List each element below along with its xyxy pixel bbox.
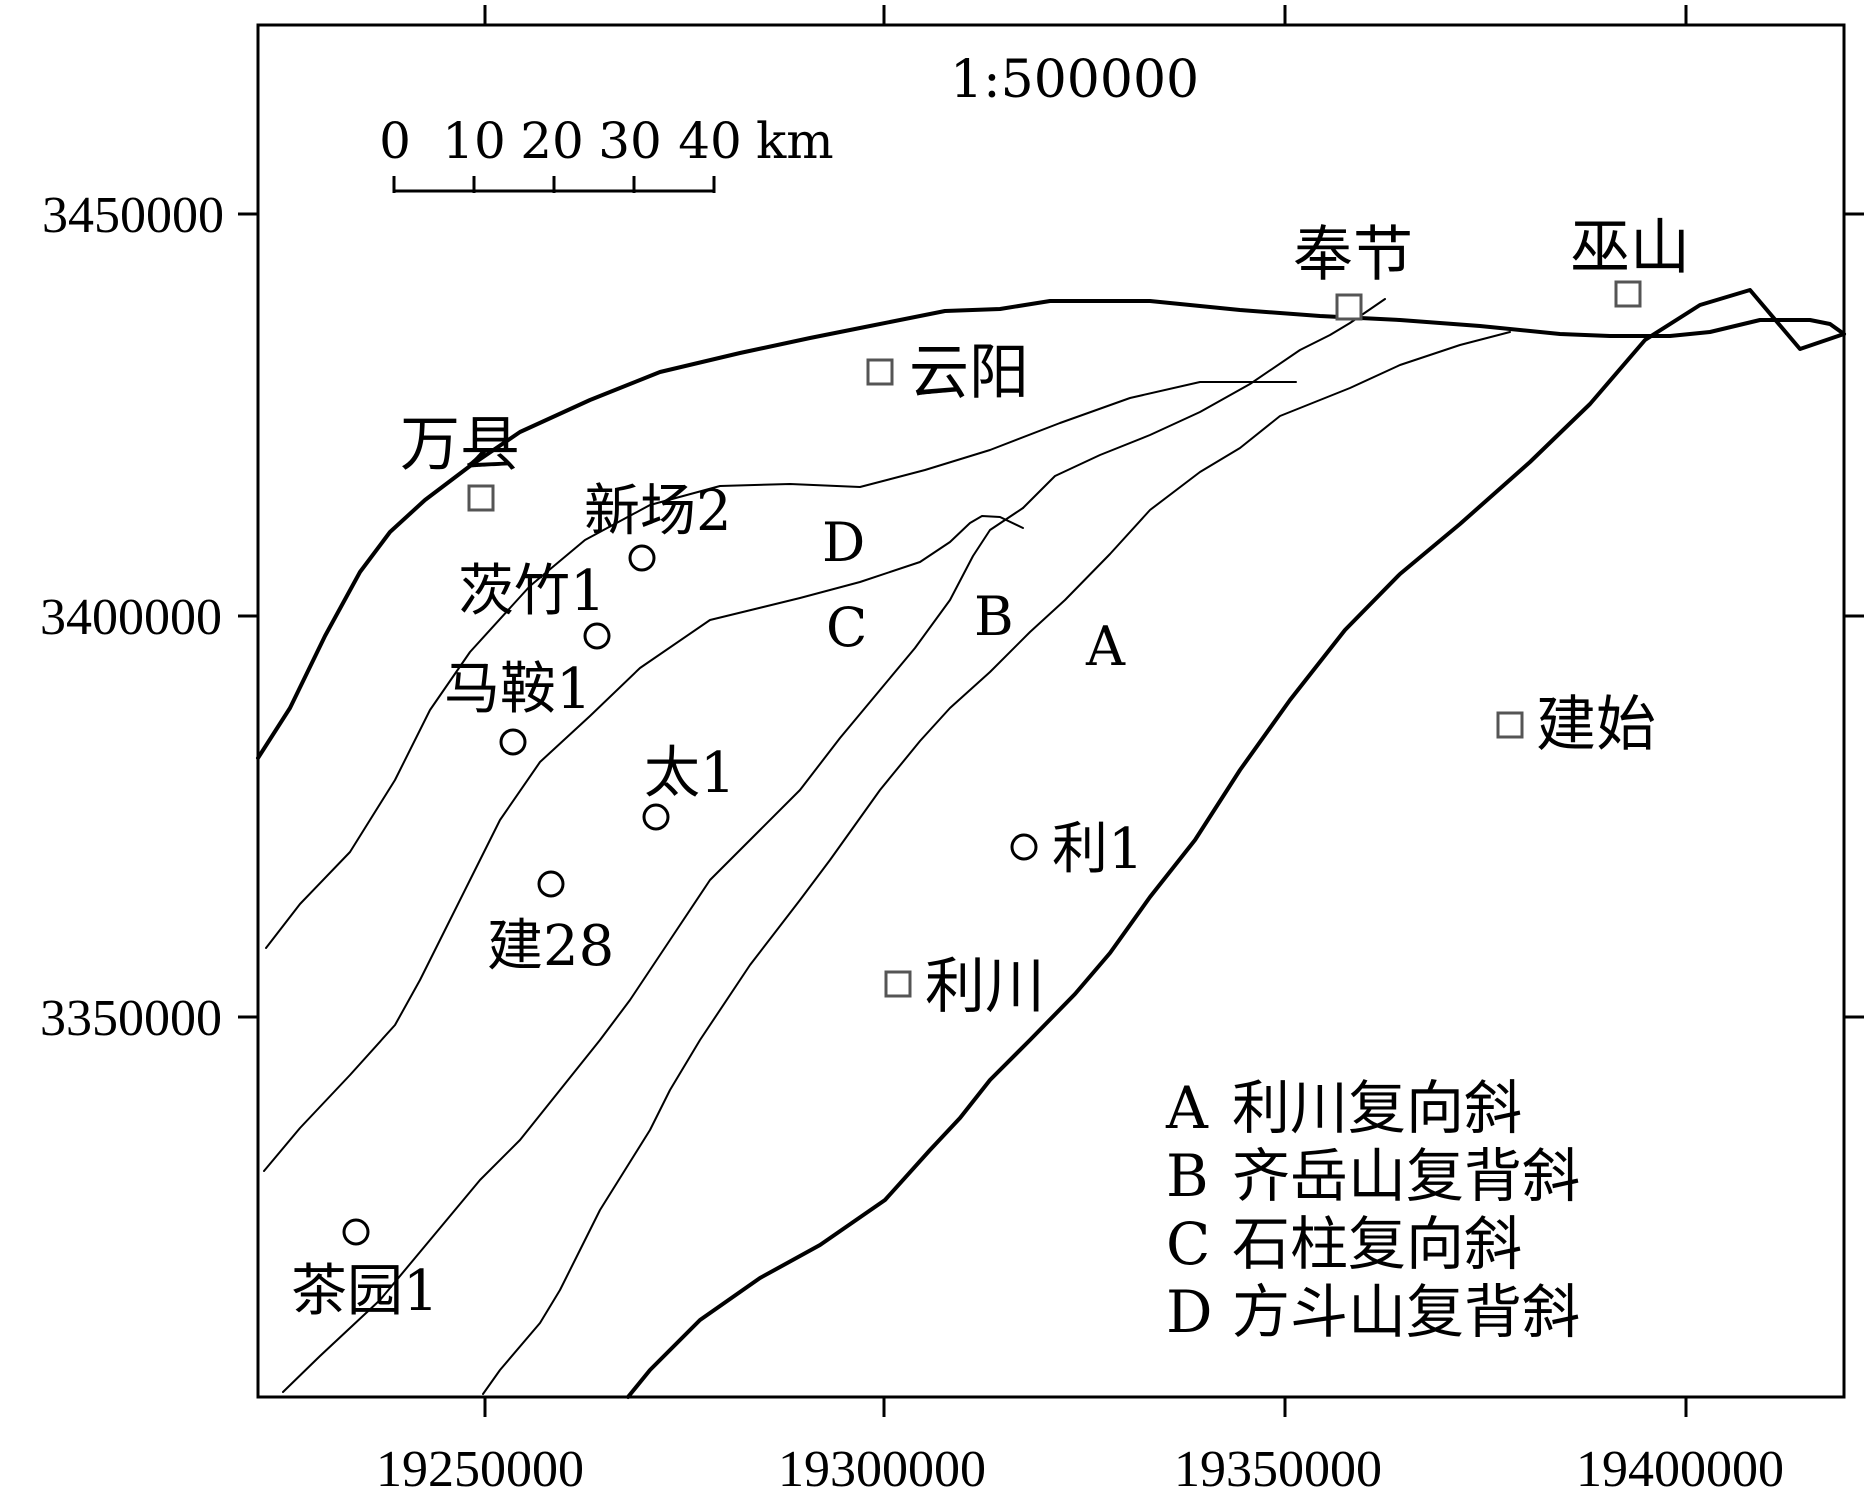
well-markers <box>342 544 1038 1246</box>
well-label-tai1: 太1 <box>644 741 736 806</box>
legend-text: 石柱复向斜 <box>1232 1210 1522 1278</box>
town-marker-wanxian <box>467 484 495 512</box>
scale-bar-label: 40 <box>678 112 742 170</box>
y-axis-labels: 3450000 3400000 3350000 <box>40 187 224 1047</box>
well-marker-tai1 <box>642 803 670 831</box>
northwest-boundary <box>256 299 1846 760</box>
structure-line-ba <box>482 331 1511 1395</box>
town-labels: 奉节 巫山 云阳 万县 建始 利川 <box>400 213 1690 1022</box>
scale-bar: 0 10 20 30 40 km <box>379 112 834 193</box>
y-tick-label: 3350000 <box>40 990 222 1047</box>
x-tick-label: 19400000 <box>1576 1441 1784 1498</box>
legend-item: B 齐岳山复背斜 <box>1166 1142 1580 1210</box>
map-frame <box>256 23 1846 1399</box>
x-axis-labels: 19250000 19300000 19350000 19400000 <box>376 1441 1784 1498</box>
scale-bar-unit: km <box>756 112 834 170</box>
town-marker-wushan <box>1614 280 1642 308</box>
well-marker-chayuan1 <box>342 1218 370 1246</box>
y-tick-label: 3450000 <box>42 187 224 244</box>
scale-bar-label: 0 <box>379 112 411 170</box>
legend-key: D <box>1166 1278 1213 1346</box>
town-marker-lichuan <box>884 970 912 998</box>
town-label-wushan: 巫山 <box>1570 213 1690 283</box>
legend-key: C <box>1166 1210 1210 1278</box>
scale-bar-label: 20 <box>520 112 584 170</box>
y-tick-label: 3400000 <box>40 589 222 646</box>
zone-label-a: A <box>1085 615 1126 678</box>
legend-key: A <box>1165 1074 1209 1142</box>
well-label-li1: 利1 <box>1052 817 1144 882</box>
x-tick-label: 19300000 <box>778 1441 986 1498</box>
town-label-yunyang: 云阳 <box>909 338 1029 408</box>
scale-bar-label: 10 <box>442 112 506 170</box>
legend-item: A 利川复向斜 <box>1165 1074 1522 1142</box>
well-marker-maan1 <box>499 728 527 756</box>
scale-bar-label: 30 <box>598 112 662 170</box>
x-tick-label: 19350000 <box>1174 1441 1382 1498</box>
well-marker-jian28 <box>537 870 565 898</box>
town-markers <box>467 280 1642 998</box>
legend-text: 齐岳山复背斜 <box>1232 1142 1580 1210</box>
town-marker-fengjie <box>1335 293 1363 321</box>
well-label-maan1: 马鞍1 <box>444 657 592 722</box>
legend-item: C 石柱复向斜 <box>1166 1210 1522 1278</box>
structure-line-b-upper <box>1022 298 1386 509</box>
legend: A 利川复向斜 B 齐岳山复背斜 C 石柱复向斜 D 方斗山复背斜 <box>1165 1074 1580 1346</box>
southeast-boundary <box>626 288 1846 1399</box>
legend-text: 方斗山复背斜 <box>1232 1278 1580 1346</box>
frame-ticks <box>238 5 1864 1417</box>
well-marker-li1 <box>1010 833 1038 861</box>
zone-label-d: D <box>822 511 865 574</box>
town-label-lichuan: 利川 <box>925 952 1045 1022</box>
zone-label-c: C <box>826 596 867 659</box>
legend-key: B <box>1166 1142 1209 1210</box>
well-marker-xinchang2 <box>628 544 656 572</box>
town-label-wanxian: 万县 <box>400 410 520 480</box>
well-label-jian28: 建28 <box>487 914 614 979</box>
structure-line-cb <box>282 507 1024 1393</box>
well-label-chayuan1: 茶园1 <box>291 1259 439 1324</box>
town-label-fengjie: 奉节 <box>1293 220 1413 290</box>
structure-line-d-outer <box>265 381 1297 949</box>
scale-ratio: 1:500000 <box>950 50 1199 110</box>
well-marker-cizhu1 <box>583 622 611 650</box>
structure-line-dc <box>263 515 1024 1172</box>
zone-label-b: B <box>974 585 1014 648</box>
legend-item: D 方斗山复背斜 <box>1166 1278 1580 1346</box>
x-tick-label: 19250000 <box>376 1441 584 1498</box>
outer-boundaries <box>256 288 1846 1399</box>
legend-text: 利川复向斜 <box>1232 1074 1522 1142</box>
structure-lines <box>263 298 1511 1395</box>
zone-labels: D C B A <box>822 511 1126 678</box>
town-marker-jianshi <box>1496 711 1524 739</box>
town-label-jianshi: 建始 <box>1536 690 1656 760</box>
well-labels: 新场2 茨竹1 马鞍1 太1 建28 利1 茶园1 <box>291 479 1144 1324</box>
well-label-cizhu1: 茨竹1 <box>458 559 606 624</box>
town-marker-yunyang <box>866 358 894 386</box>
well-label-xinchang2: 新场2 <box>584 479 732 544</box>
